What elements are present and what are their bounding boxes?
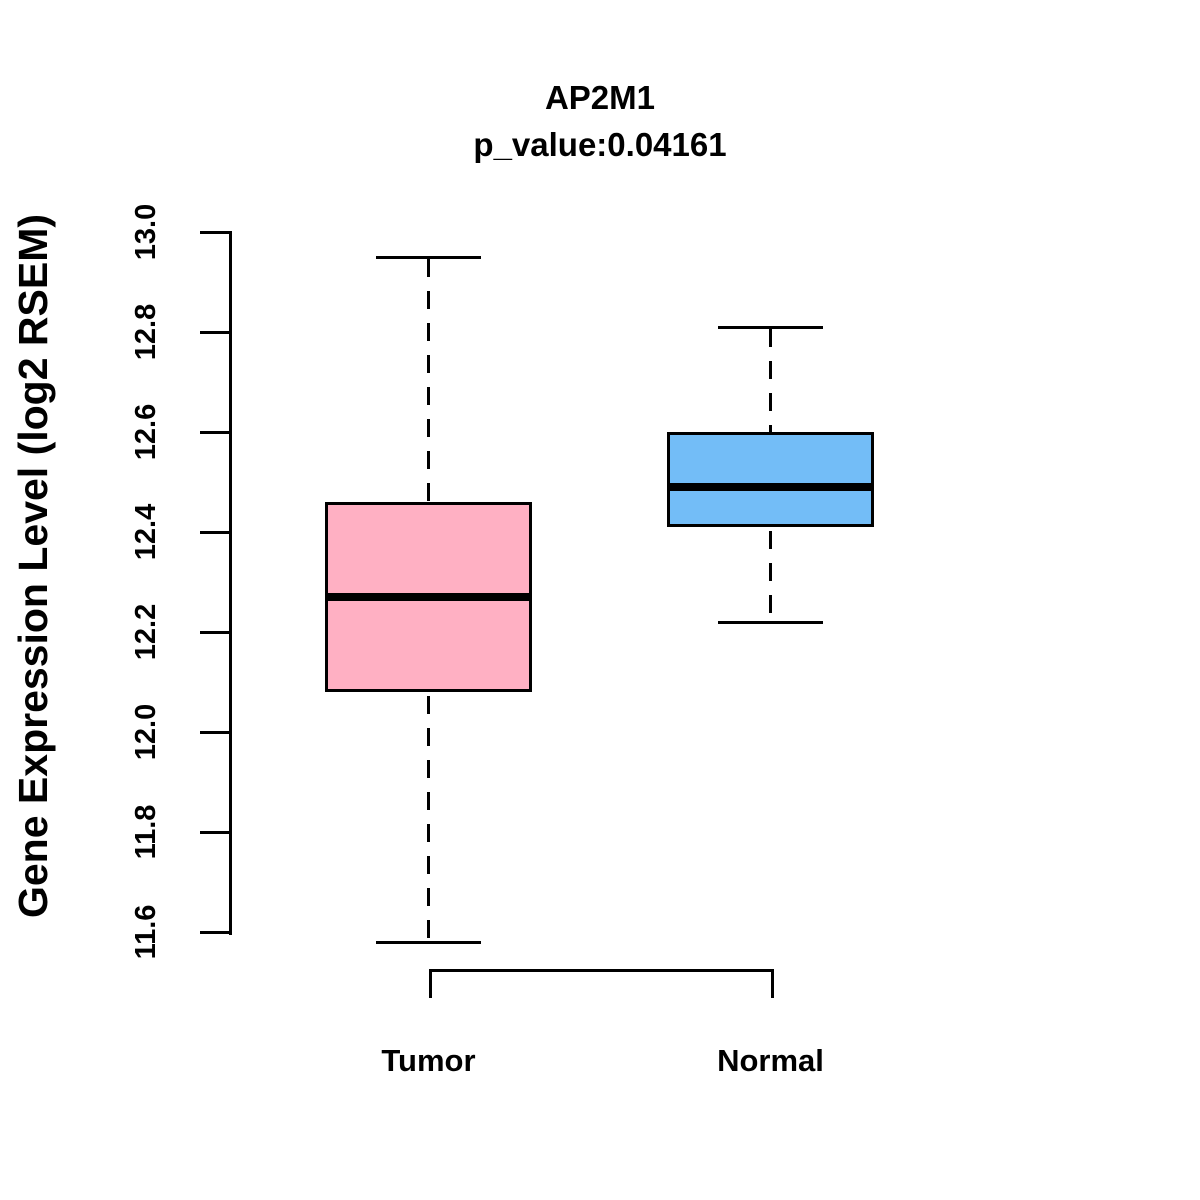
lower-whisker [427, 696, 430, 941]
comparison-bracket-top [428, 969, 774, 972]
y-axis-tick [200, 731, 232, 734]
y-axis-tick [200, 531, 232, 534]
y-axis-line [229, 232, 232, 935]
lower-whisker-cap [718, 620, 823, 624]
comparison-bracket-left [428, 969, 432, 998]
category-label-normal: Normal [717, 1043, 824, 1078]
y-axis-tick [200, 631, 232, 634]
chart-title-block: AP2M1 p_value:0.04161 [0, 74, 1200, 168]
chart-title: AP2M1 [544, 79, 656, 116]
y-axis-tick [200, 431, 232, 434]
y-tick-label: 11.6 [130, 904, 162, 960]
upper-whisker [427, 259, 430, 502]
median-line [667, 483, 874, 491]
box-normal [667, 432, 874, 527]
category-label-tumor: Tumor [381, 1043, 476, 1078]
comparison-bracket-right [770, 969, 774, 998]
y-axis-tick [200, 831, 232, 834]
chart-subtitle: p_value:0.04161 [473, 126, 727, 163]
y-tick-label: 12.6 [130, 403, 162, 461]
upper-whisker-cap [376, 255, 481, 259]
lower-whisker [769, 531, 772, 621]
y-axis-tick [200, 331, 232, 334]
y-axis-tick [200, 931, 232, 934]
lower-whisker-cap [376, 940, 481, 944]
y-tick-label: 11.8 [130, 804, 162, 860]
upper-whisker [769, 329, 772, 432]
median-line [325, 593, 532, 601]
upper-whisker-cap [718, 325, 823, 329]
y-axis-label: Gene Expression Level (log2 RSEM) [10, 213, 56, 919]
y-tick-label: 12.0 [130, 703, 162, 761]
y-tick-label: 12.4 [130, 503, 162, 561]
y-tick-label: 12.8 [130, 303, 162, 361]
y-axis-tick [200, 231, 232, 234]
y-tick-label: 13.0 [130, 203, 162, 261]
y-tick-label: 12.2 [130, 603, 162, 661]
